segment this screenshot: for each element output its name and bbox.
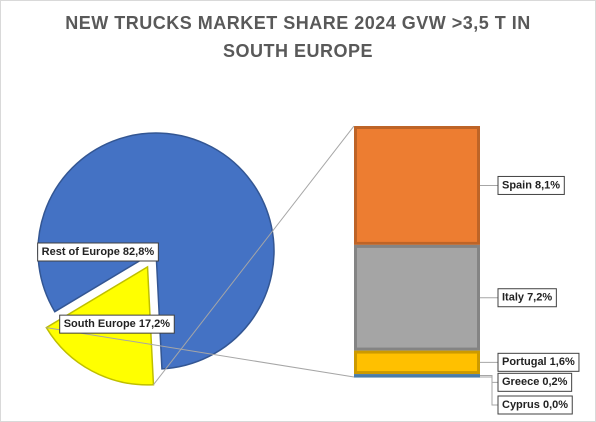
data-label-south-europe-text: South Europe 17,2% [64, 318, 171, 330]
data-label-cyprus-text: Cyprus 0,0% [502, 399, 568, 411]
data-label-portugal-box [497, 352, 580, 372]
data-label-rest-of-europe-box [37, 242, 159, 262]
data-label-italy-text: Italy 7,2% [502, 292, 552, 304]
data-label-portugal-text: Portugal 1,6% [502, 356, 575, 368]
data-label-rest-of-europe-text: Rest of Europe 82,8% [42, 246, 155, 258]
data-label-spain-text: Spain 8,1% [502, 179, 560, 191]
bar-segment-spain [354, 126, 480, 245]
bar-segment-italy [354, 244, 480, 351]
data-label-greece-box [497, 372, 573, 392]
bar-segment-portugal [354, 350, 480, 375]
leader-line-cyprus [480, 376, 498, 406]
chart-title-line-1: NEW TRUCKS MARKET SHARE 2024 GVW >3,5 T … [65, 13, 531, 33]
chart-title-line-2: SOUTH EUROPE [222, 41, 374, 61]
data-label-spain-box [497, 175, 565, 195]
chart-title: NEW TRUCKS MARKET SHARE 2024 GVW >3,5 T … [1, 9, 595, 65]
data-label-south-europe-box [59, 314, 175, 334]
data-label-italy-box [497, 288, 557, 308]
data-label-greece-text: Greece 0,2% [502, 376, 568, 388]
bar-segment-greece [354, 374, 480, 378]
connector-line-bottom [46, 327, 355, 378]
data-label-cyprus-box [497, 395, 573, 415]
connector-line-top [153, 125, 355, 386]
